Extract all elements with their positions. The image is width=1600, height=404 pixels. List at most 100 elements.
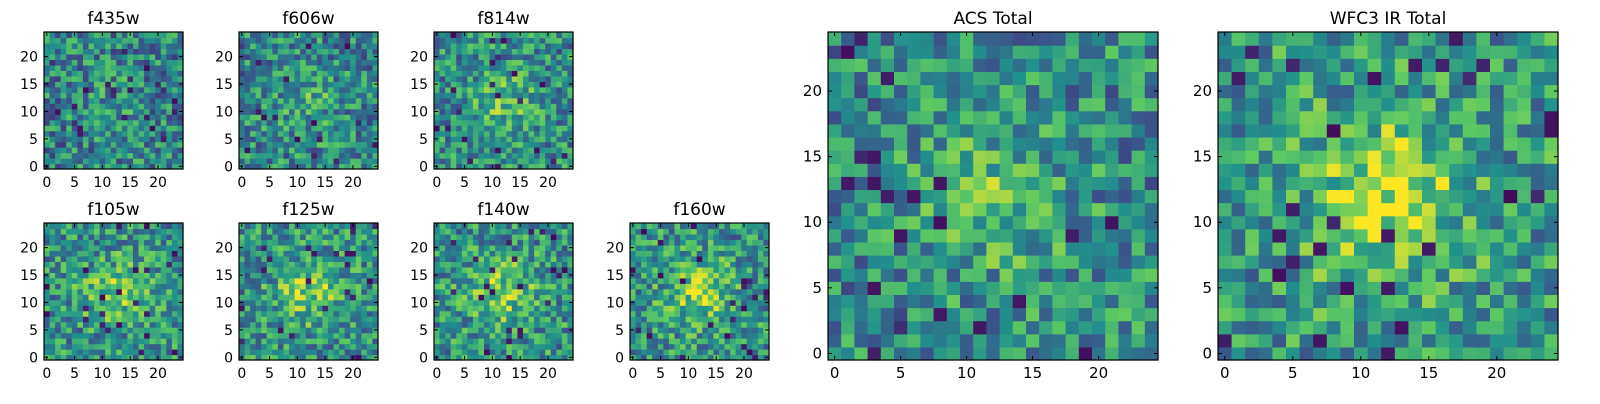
heatmap-cell xyxy=(328,322,334,328)
heatmap-cell xyxy=(713,278,719,284)
heatmap-cell xyxy=(529,283,535,289)
heatmap-cell xyxy=(100,65,106,71)
heatmap-cell xyxy=(116,272,122,278)
heatmap-cell xyxy=(72,87,78,93)
heatmap-cell xyxy=(490,322,496,328)
heatmap-cell xyxy=(139,322,145,328)
heatmap-cell xyxy=(663,239,669,245)
heatmap-cell xyxy=(702,228,708,234)
heatmap-cell xyxy=(345,300,351,306)
heatmap-cell xyxy=(484,311,490,317)
heatmap-cell xyxy=(512,327,518,333)
heatmap-cell xyxy=(345,322,351,328)
heatmap-cell xyxy=(741,316,747,322)
heatmap-cell xyxy=(478,59,484,65)
heatmap-cell xyxy=(139,289,145,295)
heatmap-cell xyxy=(356,92,362,98)
heatmap-cell xyxy=(356,228,362,234)
heatmap-cell xyxy=(317,245,323,251)
heatmap-cell xyxy=(261,349,267,355)
heatmap-cell xyxy=(828,163,842,177)
heatmap-cell xyxy=(495,333,501,339)
heatmap-cell xyxy=(66,70,72,76)
heatmap-cell xyxy=(512,305,518,311)
heatmap-cell xyxy=(551,109,557,115)
heatmap-cell xyxy=(116,305,122,311)
heatmap-cell xyxy=(44,256,50,262)
heatmap-cell xyxy=(719,349,725,355)
heatmap-cell xyxy=(283,98,289,104)
heatmap-cell xyxy=(317,344,323,350)
heatmap-cell xyxy=(467,349,473,355)
heatmap-cell xyxy=(311,37,317,43)
heatmap-cell xyxy=(289,256,295,262)
heatmap-cell xyxy=(261,305,267,311)
heatmap-cell xyxy=(122,125,128,131)
heatmap-cell xyxy=(478,131,484,137)
heatmap-cell xyxy=(947,229,961,243)
heatmap-cell xyxy=(960,268,974,282)
heatmap-cell xyxy=(55,272,61,278)
heatmap-cell xyxy=(166,131,172,137)
heatmap-cell xyxy=(506,114,512,120)
heatmap-cell xyxy=(719,300,725,306)
heatmap-cell xyxy=(490,245,496,251)
heatmap-cell xyxy=(434,261,440,267)
heatmap-cell xyxy=(272,272,278,278)
heatmap-cell xyxy=(741,272,747,278)
heatmap-cell xyxy=(339,32,345,38)
heatmap-cell xyxy=(691,256,697,262)
heatmap-cell xyxy=(529,32,535,38)
heatmap-cell xyxy=(562,158,568,164)
heatmap-cell xyxy=(741,234,747,240)
heatmap-cell xyxy=(719,305,725,311)
heatmap-cell xyxy=(490,272,496,278)
heatmap-cell xyxy=(523,54,529,60)
heatmap-cell xyxy=(451,142,457,148)
heatmap-cell xyxy=(267,142,273,148)
heatmap-cell xyxy=(534,109,540,115)
heatmap-cell xyxy=(1013,281,1027,295)
heatmap-cell xyxy=(636,349,642,355)
heatmap-cell xyxy=(278,37,284,43)
heatmap-cell xyxy=(641,267,647,273)
heatmap-cell xyxy=(630,267,636,273)
heatmap-cell xyxy=(562,136,568,142)
heatmap-cell xyxy=(680,300,686,306)
heatmap-cell xyxy=(1039,189,1053,203)
heatmap-cell xyxy=(506,267,512,273)
heatmap-cell xyxy=(72,136,78,142)
heatmap-cell xyxy=(328,250,334,256)
heatmap-cell xyxy=(473,234,479,240)
heatmap-cell xyxy=(116,59,122,65)
heatmap-cell xyxy=(150,131,156,137)
heatmap-cell xyxy=(250,54,256,60)
heatmap-cell xyxy=(495,59,501,65)
heatmap-cell xyxy=(239,267,245,273)
heatmap-cell xyxy=(647,256,653,262)
heatmap-cell xyxy=(261,245,267,251)
heatmap-cell xyxy=(1013,268,1027,282)
heatmap-cell xyxy=(256,147,262,153)
heatmap-cell xyxy=(100,338,106,344)
heatmap-cell xyxy=(111,32,117,38)
heatmap-cell xyxy=(894,163,908,177)
heatmap-cell xyxy=(367,223,373,229)
heatmap-cell xyxy=(434,48,440,54)
x-tick-label: 15 xyxy=(707,366,725,382)
heatmap-cell xyxy=(44,92,50,98)
heatmap-cell xyxy=(133,272,139,278)
heatmap-cell xyxy=(1145,321,1159,335)
heatmap-cell xyxy=(484,70,490,76)
heatmap-cell xyxy=(295,136,301,142)
heatmap-cell xyxy=(440,142,446,148)
heatmap-cell xyxy=(1052,347,1066,361)
heatmap-cell xyxy=(88,59,94,65)
heatmap-cell xyxy=(556,136,562,142)
heatmap-cell xyxy=(647,349,653,355)
heatmap-cell xyxy=(72,267,78,273)
heatmap-cell xyxy=(267,305,273,311)
heatmap-cell xyxy=(295,54,301,60)
heatmap-cell xyxy=(456,65,462,71)
heatmap-cell xyxy=(127,158,133,164)
